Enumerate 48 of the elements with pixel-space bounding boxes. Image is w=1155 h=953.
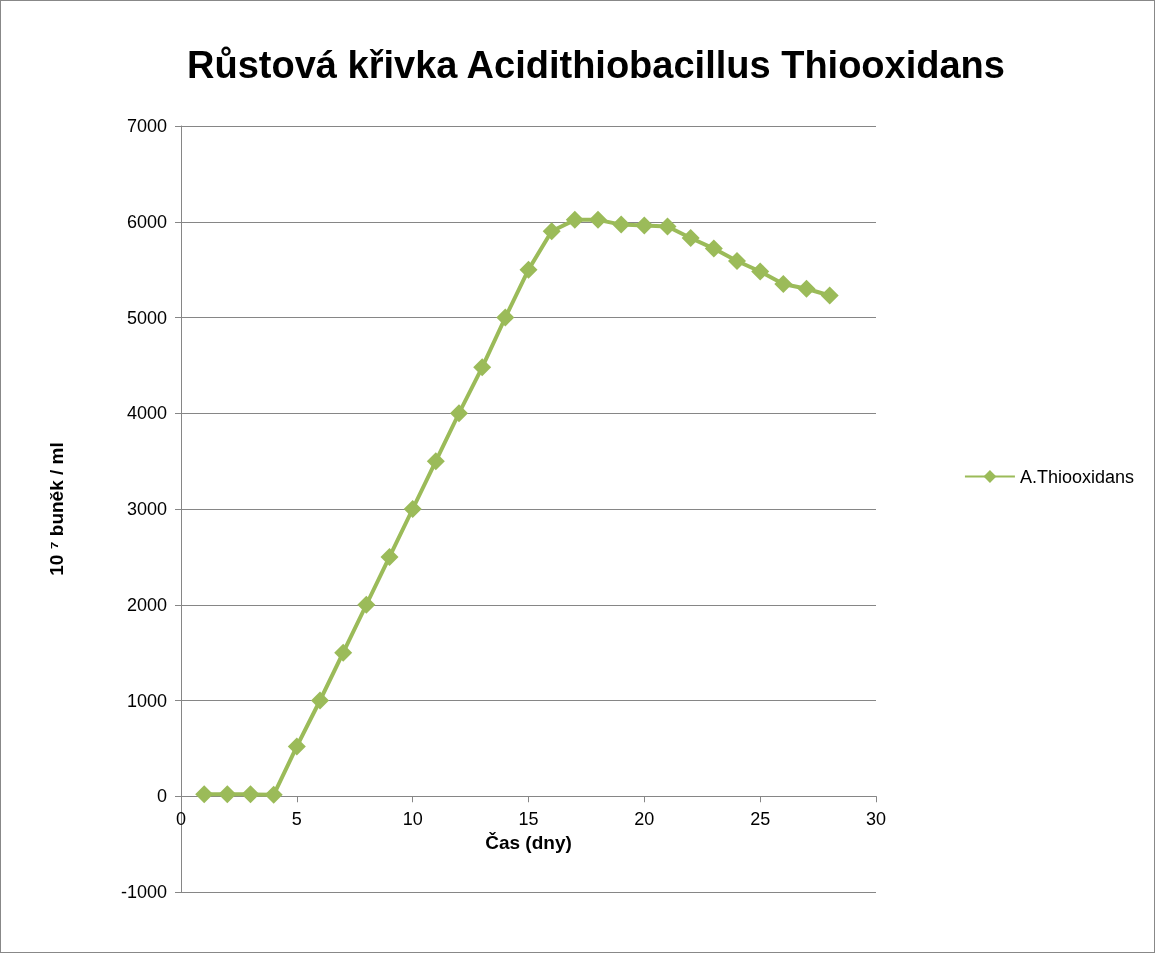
x-tick-label: 10 [402,809,423,830]
point [195,785,214,804]
point [565,210,584,229]
y-tick-label: 3000 [126,499,167,519]
point [426,452,445,471]
point [519,260,538,279]
point [635,216,654,235]
y-tick-label: 4000 [126,403,167,424]
point [496,308,515,327]
x-tick-label: 30 [865,809,887,830]
point [658,217,677,236]
legend-label: A.Thiooxidans [1019,466,1135,487]
y-axis-title: 10 ⁷ buněk / ml [46,442,67,576]
point [311,691,329,710]
point [380,547,399,566]
point [751,262,770,281]
y-tick-label: 5000 [126,307,167,328]
y-tick-label: 1000 [126,690,167,711]
point [334,643,353,662]
x-tick-label: 25 [750,809,771,830]
point [264,785,283,804]
point [681,229,700,248]
x-axis-title: Čas (dny) [485,832,572,854]
y-tick-label: 6000 [126,211,167,232]
point [473,358,492,377]
point [797,279,816,298]
y-tick-label: 7000 [126,116,167,136]
y-tick-label: -1000 [120,882,167,902]
x-tick-label: 0 [175,809,187,830]
point [589,210,607,229]
point [287,737,306,756]
point [704,239,723,258]
chart-title: Růstová křivka Acidithiobacillus Thiooxidans [187,44,1005,86]
point [218,785,237,804]
point [612,215,631,234]
point [820,286,839,305]
point [241,785,260,804]
point [542,222,561,241]
point [774,274,793,293]
y-tick-label: 0 [156,786,167,807]
point [728,252,746,271]
x-tick-label: 15 [518,809,539,830]
x-tick-label: 5 [291,809,302,830]
point [403,500,422,518]
x-tick-label: 20 [634,809,655,830]
point [357,595,376,614]
point [450,404,468,423]
y-tick-label: 2000 [126,594,167,615]
